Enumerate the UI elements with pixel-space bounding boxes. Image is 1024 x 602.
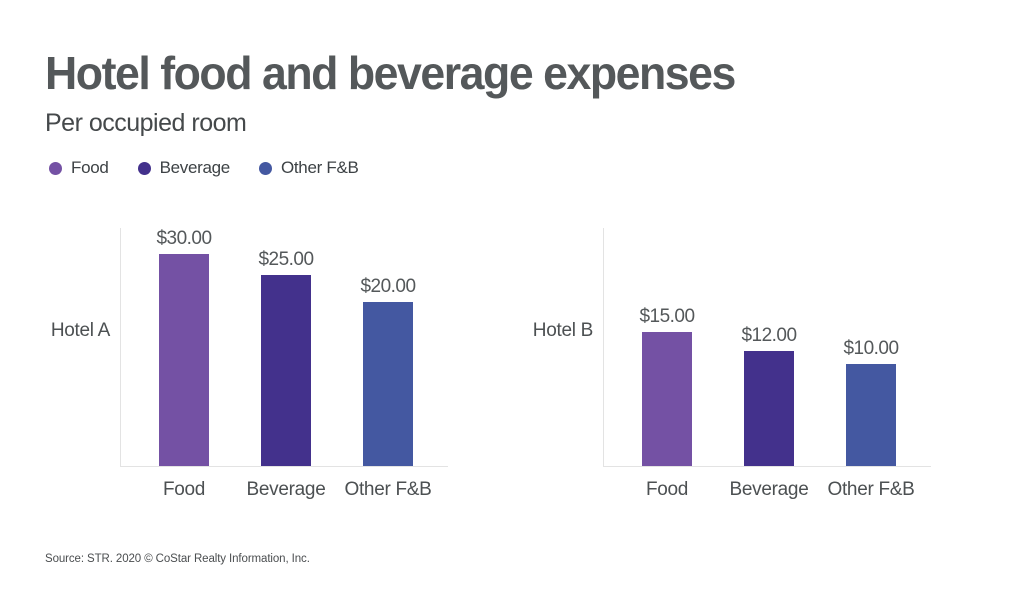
chart-title: Hotel food and beverage expenses: [45, 47, 736, 99]
legend-label-beverage: Beverage: [159, 158, 231, 177]
legend-dot-beverage-icon: [137, 161, 151, 175]
x-axis-line-hotel-a: [121, 466, 448, 467]
bar-hotel-a-beverage: [261, 275, 311, 466]
bar-value-label-hotel-b-other-fb: $10.00: [843, 338, 899, 359]
bar-value-label-hotel-a-beverage: $25.00: [258, 249, 314, 270]
bar-value-label-hotel-a-food: $30.00: [156, 228, 212, 249]
x-axis-label-hotel-b-food: Food: [645, 479, 689, 500]
x-axis-line-hotel-b: [604, 466, 931, 467]
group-label-hotel-a: Hotel A: [50, 320, 110, 341]
x-axis-label-hotel-a-beverage: Beverage: [246, 479, 326, 500]
legend-label-food: Food: [71, 158, 109, 177]
bar-group-hotel-b-other-fb: $10.00 Other F&B: [827, 228, 914, 500]
legend-item-other-fb: Other F&B: [258, 158, 359, 178]
bar-value-label-hotel-b-beverage: $12.00: [741, 325, 797, 346]
source-note: Source: STR. 2020 © CoStar Realty Inform…: [45, 553, 310, 565]
legend: Food Beverage Other F&B: [49, 158, 359, 178]
x-axis-label-hotel-b-beverage: Beverage: [729, 479, 809, 500]
legend-dot-food-icon: [49, 161, 62, 175]
legend-item-food: Food: [49, 158, 109, 178]
bar-hotel-a-other-fb: [363, 302, 413, 466]
bar-group-hotel-a-beverage: $25.00 Beverage: [247, 228, 326, 500]
x-axis-label-hotel-b-other-fb: Other F&B: [827, 479, 915, 500]
plot-area-hotel-b: $15.00 Food $12.00 Beverage $10.00 Other…: [603, 228, 931, 500]
group-label-hotel-b: Hotel B: [532, 320, 594, 341]
chart-subtitle: Per occupied room: [45, 109, 247, 137]
bar-hotel-b-beverage: [744, 351, 794, 466]
bar-group-hotel-b-food: $15.00 Food: [639, 228, 695, 500]
bar-group-hotel-a-food: $30.00 Food: [156, 228, 212, 500]
x-axis-label-hotel-a-other-fb: Other F&B: [344, 479, 432, 500]
bar-value-label-hotel-a-other-fb: $20.00: [360, 276, 416, 297]
bar-hotel-b-other-fb: [846, 364, 896, 466]
bar-hotel-a-food: [159, 254, 209, 466]
plot-area-hotel-a: $30.00 Food $25.00 Beverage $20.00 Other…: [120, 228, 448, 500]
legend-item-beverage: Beverage: [137, 158, 231, 178]
bar-hotel-b-food: [642, 332, 692, 466]
bar-group-hotel-b-beverage: $12.00 Beverage: [730, 228, 809, 500]
legend-dot-other-fb-icon: [258, 161, 272, 175]
bar-group-hotel-a-other-fb: $20.00 Other F&B: [344, 228, 431, 500]
x-axis-label-hotel-a-food: Food: [162, 479, 206, 500]
legend-label-other-fb: Other F&B: [280, 158, 359, 177]
bar-value-label-hotel-b-food: $15.00: [639, 306, 695, 327]
